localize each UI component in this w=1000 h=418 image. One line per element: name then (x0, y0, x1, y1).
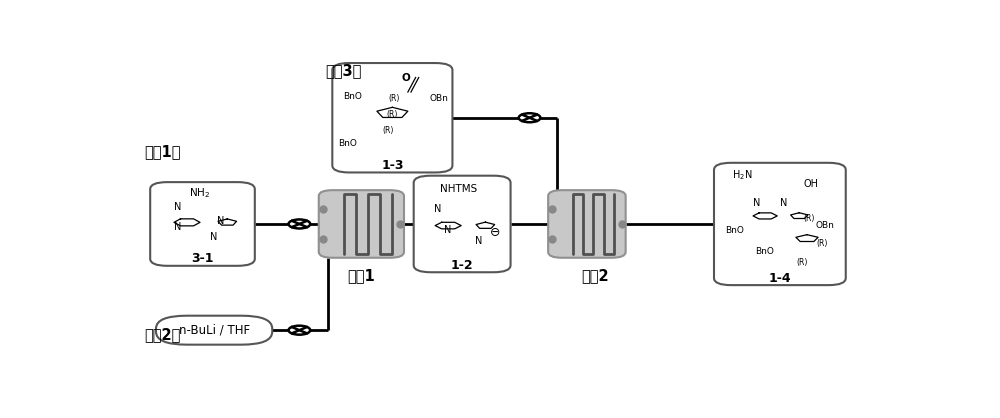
FancyBboxPatch shape (150, 182, 255, 266)
FancyBboxPatch shape (714, 163, 846, 285)
Text: OBn: OBn (815, 221, 834, 230)
Text: N: N (174, 202, 181, 212)
Text: N: N (174, 222, 181, 232)
Text: 温区1: 温区1 (348, 268, 375, 283)
FancyBboxPatch shape (332, 63, 452, 173)
Text: BnO: BnO (338, 139, 357, 148)
Text: n-BuLi / THF: n-BuLi / THF (179, 324, 250, 336)
Circle shape (289, 326, 310, 335)
Text: N: N (780, 198, 787, 208)
Text: 流路2：: 流路2： (144, 328, 181, 342)
Text: 3-1: 3-1 (191, 252, 214, 265)
Text: H$_2$N: H$_2$N (732, 168, 753, 182)
Text: N: N (210, 232, 217, 242)
FancyBboxPatch shape (548, 190, 626, 258)
Text: OBn: OBn (429, 94, 448, 103)
Text: 1-4: 1-4 (769, 272, 791, 285)
Text: (R): (R) (817, 239, 828, 248)
Text: ⊖: ⊖ (489, 225, 500, 239)
Text: O: O (402, 72, 411, 82)
Circle shape (289, 219, 310, 229)
Text: (R): (R) (387, 110, 398, 119)
Text: 1-2: 1-2 (451, 259, 473, 272)
Text: 流路3：: 流路3： (325, 64, 361, 79)
FancyBboxPatch shape (414, 176, 511, 272)
Text: N: N (753, 198, 760, 208)
Text: N: N (434, 204, 441, 214)
Text: 1-3: 1-3 (381, 159, 404, 172)
Text: OH: OH (803, 179, 818, 189)
Text: N: N (444, 225, 452, 235)
FancyBboxPatch shape (156, 316, 272, 345)
Text: N: N (475, 236, 483, 246)
Text: 流路1：: 流路1： (144, 144, 181, 159)
Text: BnO: BnO (343, 92, 362, 101)
Circle shape (519, 113, 540, 122)
Text: N: N (217, 217, 225, 227)
Text: 温区2: 温区2 (581, 268, 608, 283)
Text: (R): (R) (796, 258, 807, 267)
Text: (R): (R) (388, 94, 400, 103)
Text: (R): (R) (383, 126, 394, 135)
Text: NH$_2$: NH$_2$ (189, 186, 210, 200)
Text: (R): (R) (804, 214, 815, 223)
Text: NHTMS: NHTMS (440, 184, 477, 194)
Text: BnO: BnO (755, 247, 774, 256)
FancyBboxPatch shape (319, 190, 404, 258)
Text: BnO: BnO (725, 226, 744, 235)
